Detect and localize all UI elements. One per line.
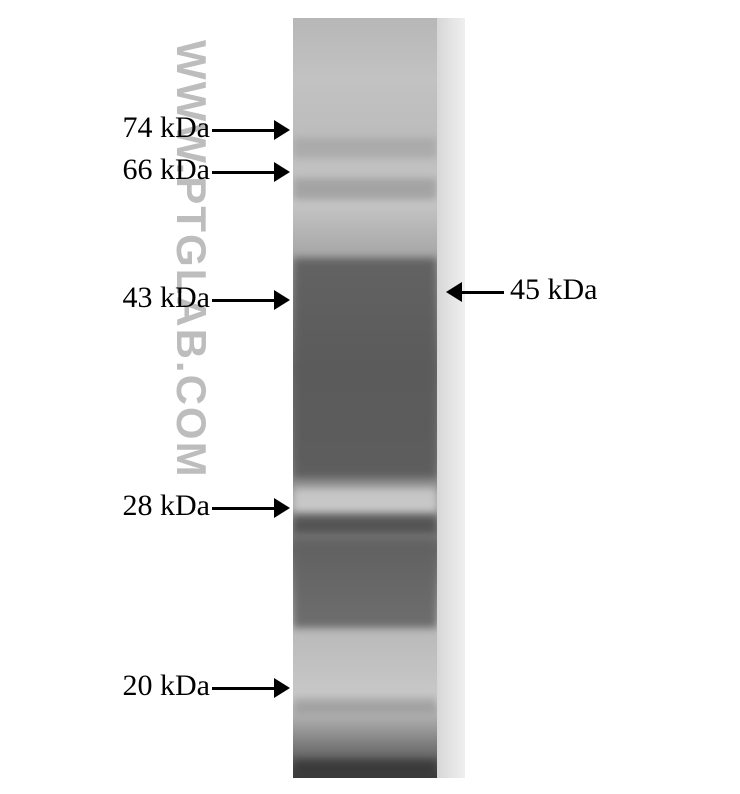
arrow-right-icon [212,290,290,310]
marker-label: 74 kDa [0,111,210,145]
arrow-shaft [212,129,274,132]
marker-label: 28 kDa [0,489,210,523]
gel-band [293,516,437,534]
marker-label: 43 kDa [0,281,210,315]
arrow-shaft [212,299,274,302]
arrow-head [274,162,290,182]
gel-band [293,178,437,200]
arrow-shaft [462,291,504,294]
gel-band [293,538,437,628]
arrow-right-icon [212,498,290,518]
arrow-head [274,120,290,140]
gel-figure: WWW.PTGLAB.COM 74 kDa 66 kDa 43 kDa 28 kDa 2… [0,0,740,794]
arrow-shaft [212,171,274,174]
watermark-text: WWW.PTGLAB.COM [167,40,215,479]
arrow-head [446,282,462,302]
arrow-shaft [212,687,274,690]
arrow-head [274,498,290,518]
gel-right-fade [437,18,465,778]
gel-band [293,760,437,778]
gel-band [293,488,437,512]
gel-band [293,698,437,714]
arrow-shaft [212,507,274,510]
arrow-head [274,290,290,310]
gel-lane [293,18,437,778]
arrow-right-icon [212,162,290,182]
gel-band [293,138,437,158]
arrow-right-icon [212,120,290,140]
arrow-left-icon [446,282,504,302]
gel-band [293,258,437,478]
marker-label: 66 kDa [0,153,210,187]
marker-label-target: 45 kDa [510,273,597,307]
arrow-right-icon [212,678,290,698]
arrow-head [274,678,290,698]
marker-label: 20 kDa [0,669,210,703]
